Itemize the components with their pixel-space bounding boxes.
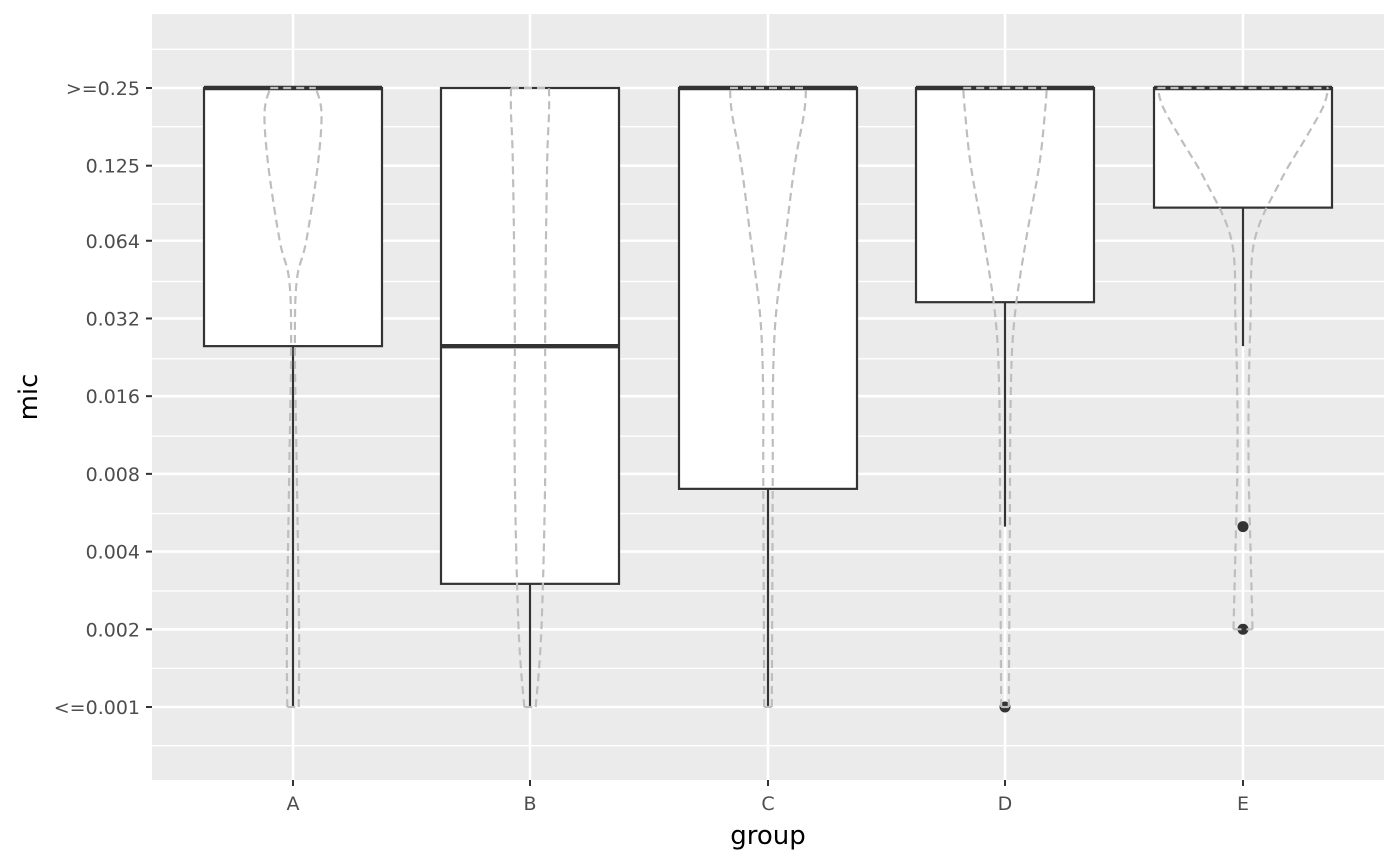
x-tick-label: C (761, 793, 774, 815)
x-tick-label: D (998, 793, 1013, 815)
x-tick-label: A (287, 793, 300, 815)
x-axis-title: group (730, 821, 806, 851)
y-tick-label: 0.064 (86, 231, 140, 253)
x-axis-ticks: A B C D E (287, 780, 1249, 815)
x-tick-label: E (1237, 793, 1249, 815)
y-tick-label: 0.032 (86, 308, 140, 330)
violin-B (509, 86, 551, 709)
boxplot-A (202, 85, 384, 707)
y-tick-label: 0.016 (86, 386, 140, 408)
violin-outline-right (534, 87, 551, 708)
violin-layer (263, 86, 1330, 709)
x-tick-label: B (523, 793, 536, 815)
box (202, 86, 384, 348)
y-tick-label: >=0.25 (66, 78, 140, 100)
y-tick-label: 0.002 (86, 619, 140, 641)
y-axis-ticks: <=0.001 0.002 0.004 0.008 0.016 0.032 0.064 0.1… (54, 78, 152, 719)
y-tick-label: <=0.001 (54, 697, 140, 719)
violin-C (728, 86, 808, 709)
boxplot-D (914, 85, 1096, 713)
violin-D (962, 86, 1048, 709)
outlier-point (1237, 623, 1249, 635)
y-tick-label: 0.125 (86, 156, 140, 178)
box (1152, 86, 1334, 209)
violin-E (1156, 86, 1330, 631)
y-axis-title: mic (14, 374, 44, 421)
box (439, 86, 621, 585)
violin-outline-left (509, 87, 526, 708)
box (914, 86, 1096, 304)
boxplot-B (439, 86, 621, 707)
box-layer (202, 85, 1334, 713)
boxplot-C (677, 85, 859, 707)
y-tick-label: 0.004 (86, 542, 140, 564)
box (677, 86, 859, 490)
outlier-point (1237, 521, 1249, 533)
y-tick-label: 0.008 (86, 464, 140, 486)
violin-A (263, 86, 323, 709)
